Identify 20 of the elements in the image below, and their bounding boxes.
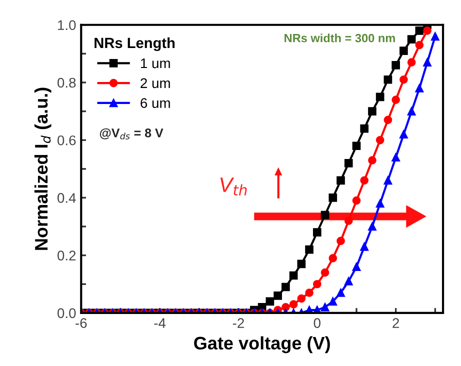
x-tick-label: 0 xyxy=(314,318,320,328)
x-tick-label: 2 xyxy=(392,318,399,328)
x-tick-label: -6 xyxy=(76,318,87,328)
legend-label: 1 um xyxy=(141,58,170,68)
legend-title: NRs Length xyxy=(94,37,175,52)
y-tick-label: 0.0 xyxy=(58,308,76,318)
y-tick-label: 0.2 xyxy=(58,250,76,260)
x-tick-label: -4 xyxy=(154,318,166,328)
annotation: NRs width = 300 nm xyxy=(284,34,395,42)
legend-label: 6 um xyxy=(140,98,170,108)
y-tick-label: 0.8 xyxy=(58,78,76,88)
legend-label: 2 um xyxy=(140,78,170,88)
y-tick-label: 0.4 xyxy=(58,193,76,203)
y-tick-label: 0.6 xyxy=(58,135,76,146)
annotation: V$_{th}$ xyxy=(220,178,247,196)
annotation: @V$_{ds}$ = 8 V xyxy=(100,128,164,140)
y-tick-label: 1.0 xyxy=(58,20,76,30)
x-tick-label: -2 xyxy=(232,318,244,328)
y-axis-title: Normalized I$_{d}$ (a.u.) xyxy=(34,88,52,250)
x-axis-title: Gate voltage (V) xyxy=(194,336,330,354)
